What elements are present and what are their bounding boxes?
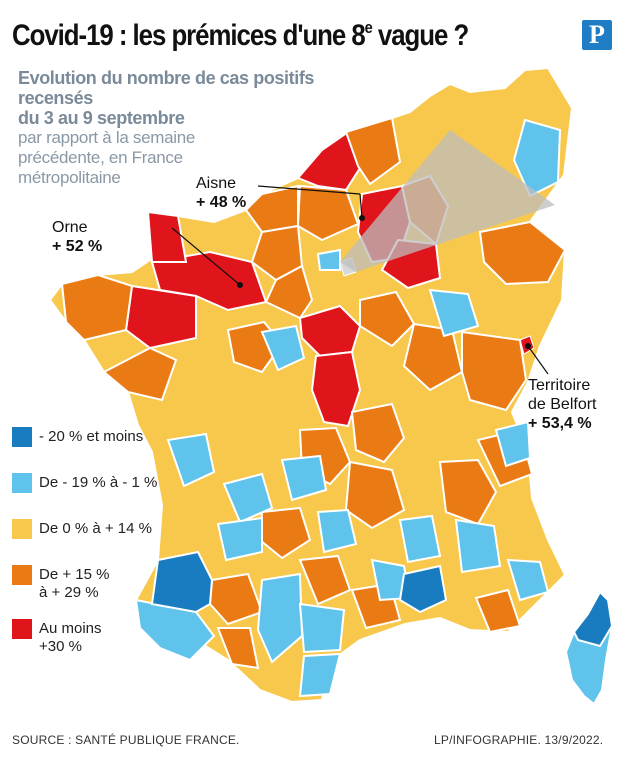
subtitle-line-3: par rapport à la semaine	[18, 128, 196, 147]
callout-aisne-value: + 48 %	[196, 194, 247, 211]
orne-leader-line	[171, 227, 241, 286]
dept-alpes-hautes-blue	[454, 518, 502, 574]
dept-landes	[150, 550, 214, 614]
dept-drome-blue	[398, 514, 442, 564]
title-main: Covid-19 : les prémices d'une 8	[12, 19, 366, 52]
dept-alpes-maritimes-blue	[506, 558, 550, 602]
legend-label-low-line1: De - 19 % à - 1 %	[39, 474, 158, 491]
legend-swatch-very-low	[12, 427, 32, 447]
dept-yonne-blue	[428, 288, 480, 338]
dept-loire-atl	[102, 346, 178, 402]
dept-vendee-blue	[166, 432, 216, 488]
dept-pyrenees-orientales-blue	[298, 652, 342, 698]
dept-aude-blue	[298, 602, 346, 654]
dept-pas-de-calais	[344, 116, 402, 186]
legend-label-high-line1: De + 15 %	[39, 566, 110, 583]
callout-aisne-name: Aisne	[196, 175, 237, 192]
dept-doubs-jura	[461, 330, 528, 412]
legend-label-very-low-line1: - 20 % et moins	[39, 428, 144, 445]
callout-orne-value: + 52 %	[52, 238, 103, 255]
legend-label-low: De - 19 % à - 1 %	[39, 474, 157, 492]
dept-tarn	[298, 554, 352, 606]
belfort-leader-line	[527, 345, 549, 375]
legend-swatch-high	[12, 565, 32, 585]
subtitle: Evolution du nombre de cas positifs rece…	[18, 68, 318, 188]
logo-letter: P	[589, 20, 605, 49]
dept-moselle	[478, 220, 567, 286]
legend-label-high: De + 15 % à + 29 %	[39, 566, 109, 602]
orne-leader-dot	[237, 282, 243, 288]
dept-seine-maritime	[244, 184, 299, 234]
dept-cher-red	[310, 350, 362, 428]
dept-ardennes-east-blue	[512, 118, 562, 198]
dept-eure	[250, 224, 304, 282]
corse-du-sud	[572, 590, 614, 648]
dept-correze-blue	[280, 454, 328, 502]
legend-label-very-high: Au moins +30 %	[39, 620, 102, 656]
dept-aube	[359, 290, 416, 348]
legend-label-mid: De 0 % à + 14 %	[39, 520, 152, 538]
legend-label-mid-line1: De 0 % à + 14 %	[39, 520, 152, 537]
dept-var	[474, 588, 522, 634]
dept-haute-vienne-blue	[222, 472, 274, 524]
footer-source: SOURCE : SANTÉ PUBLIQUE FRANCE.	[12, 733, 240, 747]
subtitle-line-1: Evolution du nombre de cas positifs rece…	[18, 68, 315, 108]
dept-manche	[146, 210, 188, 263]
dept-haute-savoie-blue	[494, 420, 532, 468]
dept-allier	[350, 402, 406, 464]
dept-isere	[438, 458, 498, 526]
page-title: Covid-19 : les prémices d'une 8e vague ?	[12, 18, 494, 53]
title-superscript: e	[364, 18, 373, 37]
dept-sarthe	[264, 264, 314, 320]
dept-cotes-darmor	[60, 273, 134, 342]
dept-haute-loire	[344, 460, 406, 530]
dept-dordogne-blue	[216, 516, 263, 562]
subtitle-line-4: précédente, en France	[18, 148, 183, 167]
aisne-leader-line-2	[359, 193, 363, 219]
footer-credit: LP/INFOGRAPHIE. 13/9/2022.	[434, 733, 604, 747]
aisne-leader-line	[257, 185, 361, 195]
callout-belfort-name-2: de Belfort	[528, 396, 597, 413]
legend-label-very-low: - 20 % et moins	[39, 428, 143, 446]
dept-hautes-pyrenees	[216, 627, 260, 670]
legend-swatch-mid	[12, 519, 32, 539]
subtitle-line-2: du 3 au 9 septembre	[18, 108, 185, 128]
callout-belfort-name-1: Territoire	[528, 377, 591, 394]
title-end: vague ?	[371, 19, 469, 52]
legend-label-very-high-line2: +30 %	[39, 638, 82, 655]
callout-aisne: Aisne + 48 %	[196, 174, 246, 212]
callout-orne: Orne + 52 %	[52, 218, 102, 256]
dept-brittany-red	[124, 284, 197, 350]
zoom-wedge	[340, 130, 555, 272]
dept-haute-garonne-blue	[256, 572, 304, 664]
dept-vaucluse-bdr	[398, 564, 448, 614]
dept-loir-et-cher-blue	[260, 324, 306, 372]
dept-val-doise-blue	[316, 248, 341, 271]
legend-swatch-low	[12, 473, 32, 493]
dept-cantal-blue	[316, 508, 358, 554]
callout-belfort: Territoire de Belfort + 53,4 %	[528, 376, 596, 433]
subtitle-line-5: métropolitaine	[18, 168, 121, 187]
legend-swatch-very-high	[12, 619, 32, 639]
callout-orne-name: Orne	[52, 219, 88, 236]
legend-label-very-high-line1: Au moins	[39, 620, 102, 637]
callout-belfort-value: + 53,4 %	[528, 415, 592, 432]
legend-label-high-line2: à + 29 %	[39, 584, 99, 601]
le-parisien-logo: P	[582, 20, 612, 50]
